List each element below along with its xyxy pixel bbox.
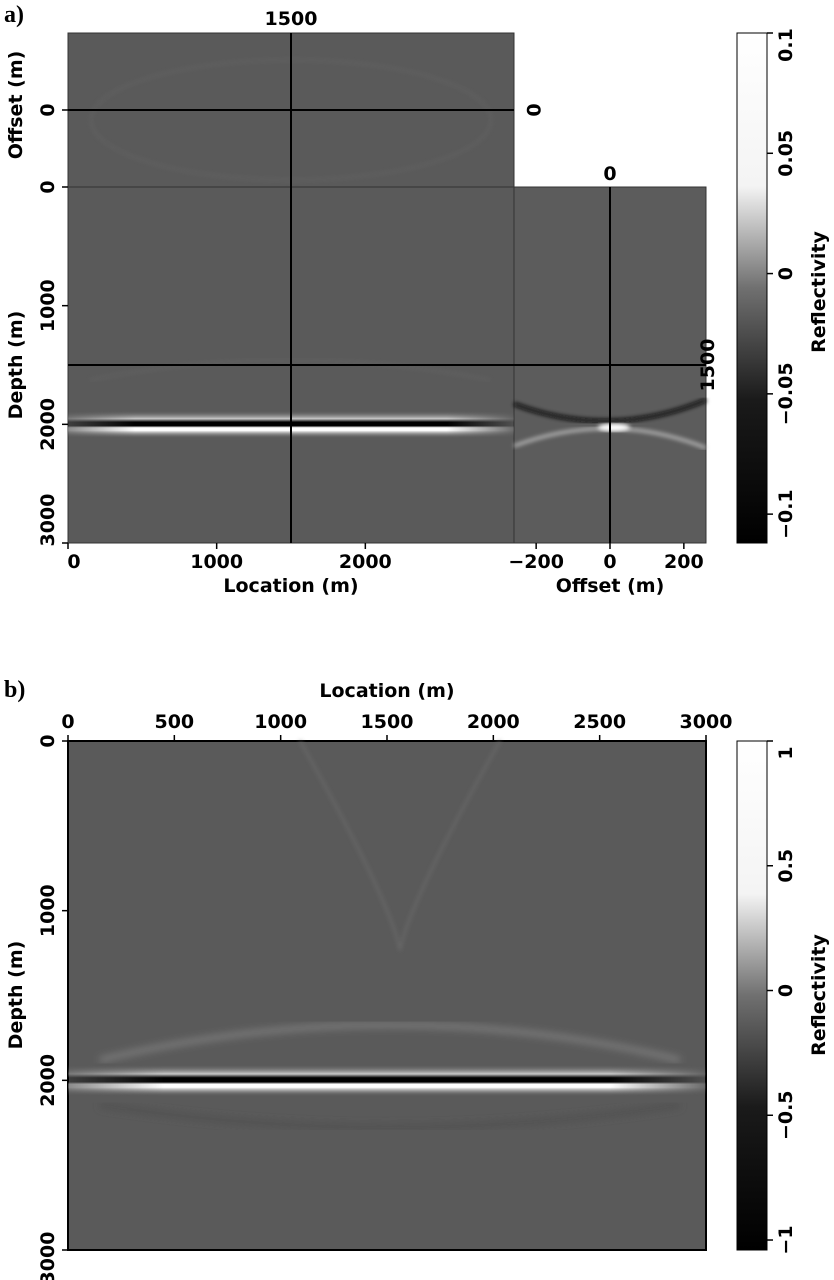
x-tick-label: 0 — [61, 711, 74, 733]
y-axis-label: Depth (m) — [5, 941, 27, 1050]
y-tick-label: 2000 — [37, 1054, 59, 1107]
reflector-event — [68, 1064, 706, 1097]
colorbar-label: Reflectivity — [808, 231, 830, 353]
panel-b-image — [67, 740, 707, 1251]
x-tick-label: 1000 — [254, 711, 307, 733]
y-tick-label: 3000 — [37, 494, 59, 547]
colorbar-tick-label: 0.05 — [775, 130, 797, 177]
crosshair-offset-label-top: 0 — [522, 103, 544, 116]
colorbar-tick-label: 1 — [775, 746, 797, 759]
deep-artifact-event — [99, 1102, 681, 1130]
y-tick-label: 1000 — [37, 884, 59, 937]
y-tick-label: 1000 — [37, 279, 59, 332]
x-tick-label: 0 — [67, 551, 80, 573]
crosshair-location-label: 1500 — [265, 8, 318, 30]
colorbar-label: Reflectivity — [808, 934, 830, 1056]
colorbar-tick-label: −0.5 — [775, 1090, 797, 1140]
y-tick-label: 0 — [37, 734, 59, 747]
crosshair-depth-label: 1500 — [697, 339, 719, 392]
panel-label-b: b) — [4, 677, 25, 703]
side-x-tick-label: −200 — [508, 551, 564, 573]
colorbar — [736, 740, 768, 1251]
x-tick-label: 1000 — [190, 551, 243, 573]
colorbar-tick-label: −0.1 — [775, 489, 797, 539]
angle-gather-peak — [598, 423, 630, 432]
colorbar-tick-label: 0.5 — [775, 849, 797, 883]
side-x-tick-label: 0 — [603, 551, 616, 573]
x-tick-label: 500 — [154, 711, 194, 733]
shallow-artifact-event — [99, 1023, 681, 1062]
colorbar-tick-label: −1 — [775, 1225, 797, 1254]
x-tick-label: 1500 — [361, 711, 414, 733]
x-tick-label: 2500 — [573, 711, 626, 733]
top-y-axis-label: Offset (m) — [5, 51, 27, 160]
colorbar — [736, 32, 768, 544]
y-tick-label: 0 — [37, 180, 59, 193]
colorbar-tick-label: −0.05 — [775, 362, 797, 425]
x-tick-label: 2000 — [467, 711, 520, 733]
side-x-tick-label: 200 — [664, 551, 704, 573]
panel-label-a: a) — [4, 2, 24, 28]
y-tick-label: 3000 — [37, 1232, 59, 1280]
y-axis-label: Depth (m) — [5, 311, 27, 420]
migration-artifact-lines — [299, 740, 501, 951]
top-y-tick-label: 0 — [37, 103, 59, 116]
side-x-axis-label: Offset (m) — [556, 575, 665, 597]
y-tick-label: 2000 — [37, 398, 59, 451]
x-axis-label: Location (m) — [319, 680, 454, 702]
x-axis-label: Location (m) — [223, 575, 358, 597]
colorbar-tick-label: 0 — [775, 984, 797, 997]
x-tick-label: 3000 — [680, 711, 733, 733]
colorbar-tick-label: 0 — [775, 267, 797, 280]
crosshair-offset-label-side: 0 — [603, 163, 616, 185]
x-tick-label: 2000 — [339, 551, 392, 573]
colorbar-tick-label: 0.1 — [775, 28, 797, 62]
